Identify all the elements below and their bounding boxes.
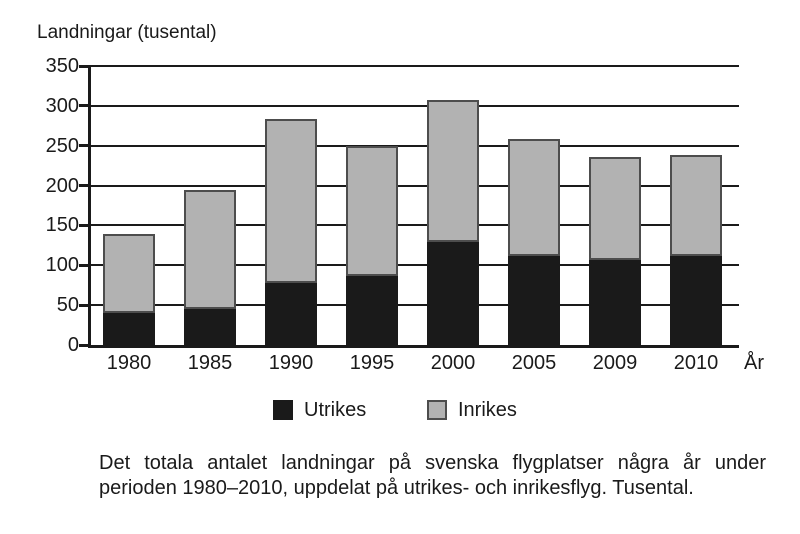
plot-area: 0 50 100 150 200 250 300 350 1980 1985 1990 1995 200… bbox=[45, 55, 764, 374]
x-tick-label-1985: 1985 bbox=[187, 352, 233, 374]
y-axis-tick-200 bbox=[79, 184, 88, 188]
bar-segment-inrikes-1990 bbox=[265, 119, 317, 283]
y-tick-label-100: 100 bbox=[45, 254, 79, 277]
caption-line-1: Det totala antalet landningar på svenska… bbox=[99, 452, 766, 474]
bar-segment-utrikes-2000 bbox=[427, 242, 479, 345]
utrikes-swatch-icon bbox=[273, 400, 293, 420]
gridline-350 bbox=[88, 65, 739, 67]
x-tick-label-2000: 2000 bbox=[430, 352, 476, 374]
x-tick-label-1995: 1995 bbox=[349, 352, 395, 374]
bar-segment-inrikes-1980 bbox=[103, 234, 155, 314]
y-tick-label-150: 150 bbox=[45, 214, 79, 237]
y-tick-label-50: 50 bbox=[56, 294, 79, 317]
caption-line-2: perioden 1980–2010, uppdelat på utrikes-… bbox=[99, 477, 694, 499]
chart-title: Landningar (tusental) bbox=[37, 22, 217, 43]
figure-caption: Det totala antalet landningar på svenska… bbox=[99, 451, 766, 501]
y-axis-tick-150 bbox=[79, 223, 88, 227]
bar-segment-utrikes-1980 bbox=[103, 313, 155, 345]
bar-segment-inrikes-2009 bbox=[589, 156, 641, 260]
y-axis-tick-250 bbox=[79, 144, 88, 148]
bar-segment-inrikes-2005 bbox=[508, 139, 560, 256]
y-tick-label-0: 0 bbox=[67, 334, 79, 356]
x-tick-label-2009: 2009 bbox=[592, 352, 638, 374]
y-axis-tick-100 bbox=[79, 263, 88, 267]
bar-segment-inrikes-2010 bbox=[670, 155, 722, 256]
gridline-300 bbox=[88, 104, 739, 107]
y-axis-tick-350 bbox=[79, 64, 88, 68]
bar-segment-inrikes-1995 bbox=[346, 145, 398, 277]
y-axis-tick-50 bbox=[79, 303, 88, 307]
y-axis-line bbox=[88, 65, 91, 347]
x-tick-label-2005: 2005 bbox=[511, 352, 557, 374]
y-tick-label-300: 300 bbox=[45, 94, 79, 117]
legend-label-inrikes: Inrikes bbox=[458, 399, 517, 421]
gridline-100 bbox=[88, 264, 739, 267]
gridline-250 bbox=[88, 144, 739, 147]
x-tick-label-1980: 1980 bbox=[106, 352, 152, 374]
y-axis-tick-0 bbox=[79, 343, 88, 347]
x-tick-label-2010: 2010 bbox=[673, 352, 719, 374]
bar-segment-inrikes-1985 bbox=[184, 189, 236, 310]
y-tick-label-200: 200 bbox=[45, 174, 79, 197]
gridline-150 bbox=[88, 224, 739, 227]
x-axis-label: År bbox=[744, 352, 764, 374]
x-axis-line bbox=[88, 345, 739, 348]
gridline-200 bbox=[88, 184, 739, 187]
inrikes-swatch-icon bbox=[427, 400, 447, 420]
bar-segment-utrikes-2005 bbox=[508, 255, 560, 345]
bar-segment-utrikes-2010 bbox=[670, 255, 722, 345]
bar-segment-utrikes-2009 bbox=[589, 259, 641, 345]
y-axis-tick-300 bbox=[79, 104, 88, 108]
bar-segment-utrikes-1995 bbox=[346, 276, 398, 345]
y-tick-label-350: 350 bbox=[45, 55, 79, 77]
bar-segment-utrikes-1985 bbox=[184, 309, 236, 345]
y-tick-label-250: 250 bbox=[45, 134, 79, 157]
gridline-50 bbox=[88, 304, 739, 307]
bar-segment-inrikes-2000 bbox=[427, 100, 479, 243]
legend-label-utrikes: Utrikes bbox=[304, 399, 367, 421]
x-tick-label-1990: 1990 bbox=[268, 352, 314, 374]
chart-legend: Utrikes Inrikes bbox=[0, 399, 800, 425]
bar-segment-utrikes-1990 bbox=[265, 282, 317, 345]
